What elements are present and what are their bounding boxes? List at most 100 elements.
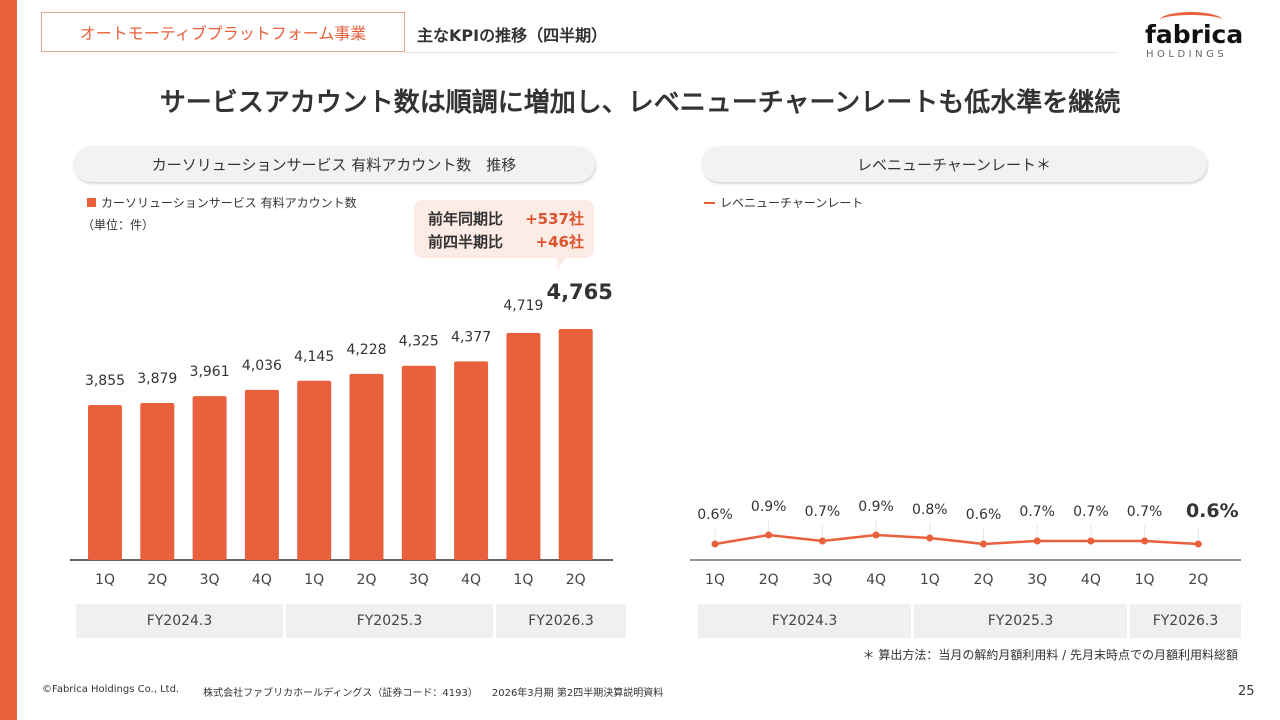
bar-value-label: 4,765 (546, 280, 612, 304)
bar-legend-label: カーソリューションサービス 有料アカウント数 (101, 196, 357, 210)
x-tick-label: 3Q (1027, 572, 1047, 588)
callout-yoy-row: 前年同期比 +537社 (428, 208, 584, 229)
x-tick-label: 4Q (461, 572, 481, 588)
data-point (1194, 540, 1202, 548)
line-value-label: 0.8% (912, 502, 948, 518)
data-point (1087, 537, 1095, 545)
x-tick-label: 1Q (513, 572, 533, 588)
page-subtitle: 主なKPIの推移（四半期） (417, 26, 608, 45)
bar (454, 361, 489, 560)
bar (506, 332, 541, 560)
data-point (818, 537, 826, 545)
line-value-label: 0.9% (751, 499, 787, 515)
bar (244, 389, 279, 560)
churn-rate-line (714, 533, 1199, 546)
line-chart-legend: レベニューチャーンレート (704, 194, 863, 211)
legend-line-icon (704, 201, 715, 204)
data-point (926, 534, 934, 542)
bar (297, 380, 332, 560)
legend-square-icon (87, 198, 96, 207)
fy-cell: FY2024.3 (76, 604, 283, 638)
x-tick-label: 1Q (920, 572, 940, 588)
bar-value-label: 4,325 (399, 334, 439, 350)
x-tick-label: 4Q (866, 572, 886, 588)
bar (558, 329, 593, 560)
x-tick-label: 3Q (812, 572, 832, 588)
calculation-footnote: ＊ 算出方法：当月の解約月額利用料 / 先月末時点での月額利用料総額 (862, 648, 1239, 662)
bar-value-label: 3,855 (85, 373, 125, 389)
bar-fy-row: FY2024.3 FY2025.3 FY2026.3 (76, 604, 626, 638)
bar (88, 405, 122, 560)
footer-copyright: ©Fabrica Holdings Co., Ltd. (42, 684, 180, 695)
callout-yoy-label: 前年同期比 (428, 210, 504, 228)
fy-cell: FY2026.3 (496, 604, 626, 638)
bar-value-label: 4,036 (242, 358, 282, 374)
x-tick-label: 4Q (1081, 572, 1101, 588)
data-point (765, 531, 773, 539)
bar-value-label: 3,879 (137, 371, 177, 387)
line-value-label: 0.9% (858, 499, 894, 515)
data-point (1033, 537, 1041, 545)
section-tag: オートモーティブプラットフォーム事業 (41, 12, 405, 52)
line-chart-title-pill: レベニューチャーンレート＊ (701, 146, 1207, 182)
bar-value-label: 4,719 (503, 298, 543, 314)
bar-value-label: 4,228 (346, 342, 386, 358)
x-tick-label: 2Q (974, 572, 994, 588)
bar (401, 365, 436, 560)
growth-callout: 前年同期比 +537社 前四半期比 +46社 (414, 200, 594, 270)
line-fy-row: FY2024.3 FY2025.3 FY2026.3 (698, 604, 1241, 638)
footer-company: 株式会社ファブリカホールディングス（証券コード：4193） (203, 688, 478, 699)
x-tick-label: 3Q (200, 572, 220, 588)
line-value-label: 0.7% (1073, 504, 1109, 520)
callout-qoq-row: 前四半期比 +46社 (428, 231, 584, 252)
x-tick-label: 2Q (357, 572, 377, 588)
bar-chart-legend: カーソリューションサービス 有料アカウント数 (87, 194, 357, 211)
callout-qoq-label: 前四半期比 (428, 233, 504, 251)
data-point (980, 540, 987, 548)
line-value-label: 0.7% (1127, 504, 1163, 520)
footer-document: 2026年3月期 第2四半期決算説明資料 (491, 688, 664, 699)
line-value-label: 0.7% (1019, 504, 1055, 520)
x-tick-label: 2Q (759, 572, 779, 588)
footer: ©Fabrica Holdings Co., Ltd. 株式会社ファブリカホール… (42, 684, 663, 699)
fy-cell: FY2024.3 (698, 604, 911, 638)
x-tick-label: 3Q (409, 572, 429, 588)
callout-yoy-value: +537社 (525, 210, 584, 228)
bar-chart-title-pill: カーソリューションサービス 有料アカウント数 推移 (73, 146, 595, 182)
fy-cell: FY2025.3 (286, 604, 493, 638)
bar (192, 396, 227, 560)
line-value-label: 0.6% (966, 507, 1002, 523)
data-point (872, 531, 880, 539)
logo-wordmark: fabrica (1145, 20, 1244, 49)
bar-value-label: 4,377 (451, 329, 491, 345)
x-tick-label: 2Q (566, 572, 586, 588)
bar-value-label: 4,145 (294, 349, 334, 365)
data-point (711, 540, 719, 548)
fy-cell: FY2026.3 (1130, 604, 1241, 638)
header-divider (405, 52, 1118, 53)
x-tick-label: 2Q (1188, 572, 1208, 588)
bar-value-label: 3,961 (190, 364, 230, 380)
logo-subtext: HOLDINGS (1146, 49, 1228, 60)
x-tick-label: 4Q (252, 572, 272, 588)
line-value-label: 0.6% (697, 507, 733, 523)
page-number: 25 (1238, 684, 1255, 699)
x-tick-label: 1Q (705, 572, 725, 588)
bar (140, 402, 175, 560)
line-legend-label: レベニューチャーンレート (720, 196, 864, 210)
x-tick-label: 1Q (304, 572, 324, 588)
slide-headline: サービスアカウント数は順調に増加し、レベニューチャーンレートも低水準を継続 (159, 88, 1121, 118)
callout-qoq-value: +46社 (535, 233, 584, 251)
data-point (1141, 537, 1149, 545)
x-tick-label: 2Q (147, 572, 167, 588)
line-value-label: 0.6% (1186, 500, 1239, 522)
accent-sidebar-stripe (0, 0, 17, 720)
company-logo: fabrica HOLDINGS (1140, 10, 1244, 60)
x-tick-label: 1Q (95, 572, 115, 588)
x-tick-label: 1Q (1135, 572, 1155, 588)
bar (349, 373, 384, 560)
line-value-label: 0.7% (805, 504, 841, 520)
unit-label: （単位：件） (82, 218, 155, 232)
fy-cell: FY2025.3 (914, 604, 1127, 638)
